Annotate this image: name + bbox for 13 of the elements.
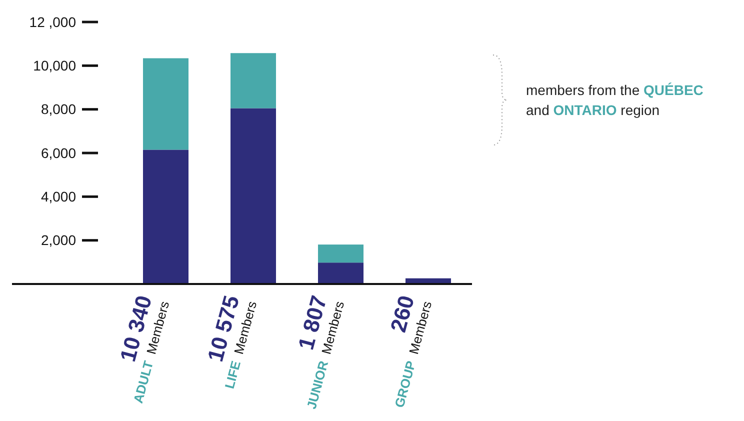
y-tick-label: 2,000 <box>40 232 76 248</box>
y-tick-label: 6,000 <box>40 144 76 161</box>
y-tick-label: 12 ,000 <box>29 14 76 30</box>
bar <box>143 150 188 284</box>
bar <box>230 53 276 108</box>
y-tick-label: 10,000 <box>33 58 76 74</box>
y-tick-label: 4,000 <box>40 188 76 205</box>
bar <box>318 262 364 284</box>
bar <box>318 244 364 263</box>
bar <box>143 58 188 150</box>
text: members from the QUÉBEC and ONTARIO region <box>526 82 704 118</box>
y-tick-label: 8,000 <box>40 101 76 118</box>
bar <box>230 108 276 284</box>
